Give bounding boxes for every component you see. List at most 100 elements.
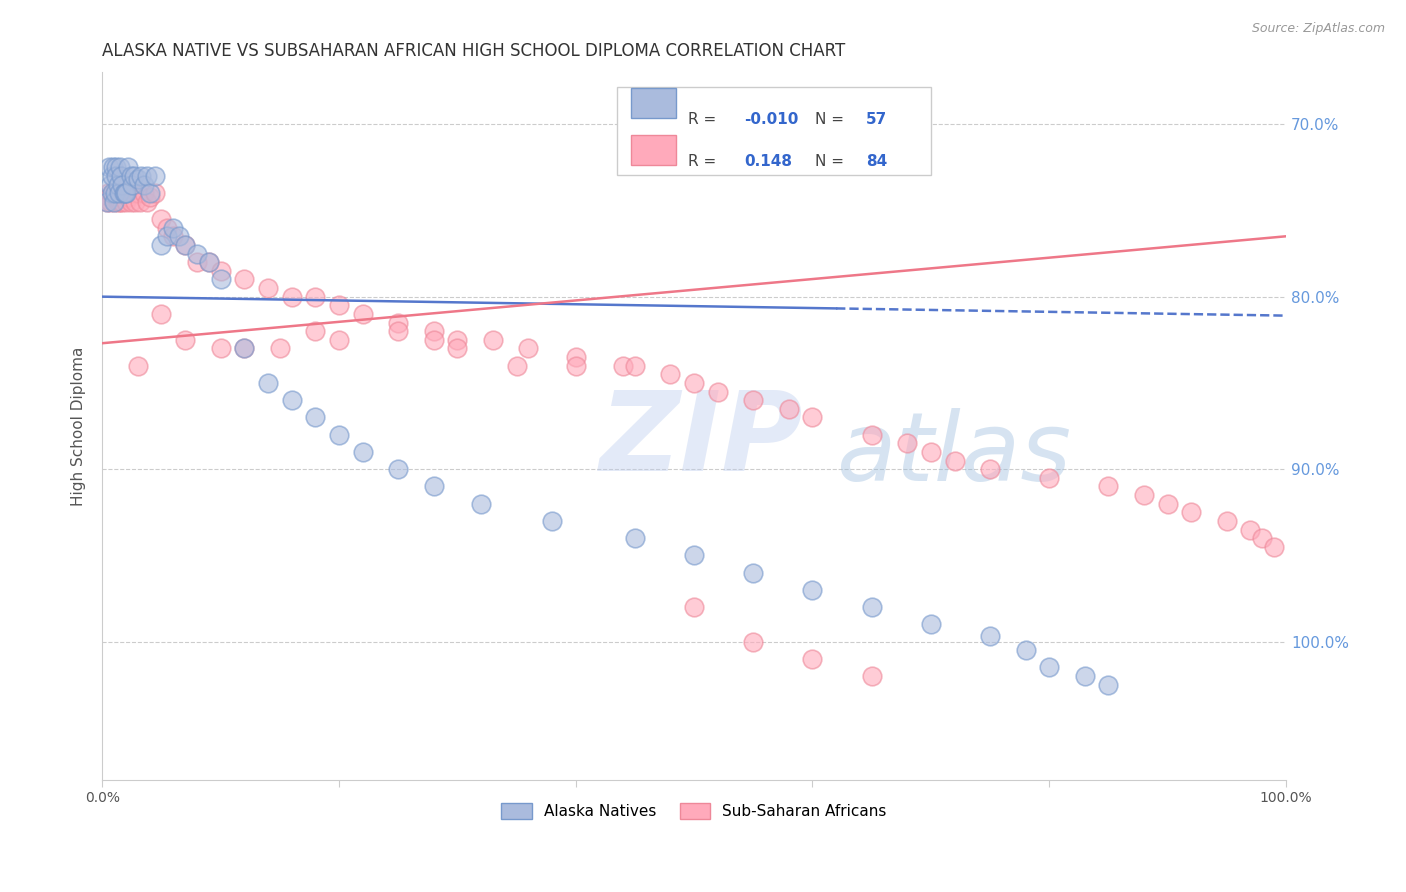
Point bbox=[683, 376, 706, 390]
Point bbox=[103, 194, 125, 209]
Point bbox=[122, 169, 145, 183]
Point bbox=[328, 298, 350, 312]
Point bbox=[683, 549, 706, 563]
Point bbox=[129, 169, 152, 183]
Point bbox=[564, 350, 586, 364]
Text: R =: R = bbox=[688, 154, 721, 169]
Point bbox=[110, 189, 132, 203]
Point bbox=[117, 161, 139, 175]
Point bbox=[107, 186, 129, 201]
Point bbox=[174, 238, 197, 252]
Point bbox=[112, 186, 135, 201]
Point bbox=[101, 161, 124, 175]
Point bbox=[108, 161, 131, 175]
Point bbox=[233, 272, 256, 286]
Point bbox=[517, 342, 540, 356]
Point bbox=[136, 194, 159, 209]
Point bbox=[127, 359, 149, 373]
Point bbox=[132, 186, 155, 201]
Point bbox=[107, 178, 129, 192]
Point bbox=[112, 186, 135, 201]
Point bbox=[860, 427, 883, 442]
Point bbox=[1038, 660, 1060, 674]
Text: N =: N = bbox=[815, 154, 849, 169]
Point bbox=[446, 342, 468, 356]
Point bbox=[280, 290, 302, 304]
Point bbox=[304, 324, 326, 338]
Point bbox=[138, 186, 160, 201]
Point bbox=[860, 669, 883, 683]
Point bbox=[115, 194, 138, 209]
Point bbox=[209, 264, 232, 278]
Point bbox=[100, 169, 122, 183]
Point bbox=[96, 194, 118, 209]
Point bbox=[304, 290, 326, 304]
Point bbox=[138, 189, 160, 203]
Point bbox=[387, 462, 409, 476]
Point bbox=[387, 324, 409, 338]
Point bbox=[505, 359, 527, 373]
Point bbox=[162, 220, 184, 235]
Point bbox=[1216, 514, 1239, 528]
Point bbox=[186, 255, 208, 269]
Y-axis label: High School Diploma: High School Diploma bbox=[72, 346, 86, 506]
Point bbox=[105, 169, 128, 183]
Point bbox=[920, 617, 942, 632]
Point bbox=[100, 186, 122, 201]
Point bbox=[111, 194, 134, 209]
Point bbox=[482, 333, 505, 347]
Point bbox=[136, 169, 159, 183]
Point bbox=[150, 238, 173, 252]
Point bbox=[145, 186, 167, 201]
Point bbox=[1180, 505, 1202, 519]
Point bbox=[124, 194, 146, 209]
Point bbox=[801, 582, 824, 597]
Point bbox=[422, 324, 444, 338]
Point bbox=[352, 307, 374, 321]
Point bbox=[920, 445, 942, 459]
Text: R =: R = bbox=[688, 112, 721, 128]
Point bbox=[269, 342, 291, 356]
Point bbox=[105, 189, 128, 203]
Point bbox=[104, 186, 127, 201]
Point bbox=[186, 246, 208, 260]
Point bbox=[114, 186, 136, 201]
Point bbox=[1097, 678, 1119, 692]
Text: ZIP: ZIP bbox=[599, 386, 803, 493]
FancyBboxPatch shape bbox=[631, 136, 676, 165]
Point bbox=[624, 359, 647, 373]
Point bbox=[115, 186, 138, 201]
Point bbox=[120, 194, 142, 209]
FancyBboxPatch shape bbox=[631, 88, 676, 118]
Point bbox=[167, 229, 190, 244]
Point bbox=[1073, 669, 1095, 683]
Point bbox=[1133, 488, 1156, 502]
Point bbox=[122, 186, 145, 201]
Point bbox=[979, 630, 1001, 644]
Point bbox=[328, 333, 350, 347]
Point bbox=[127, 186, 149, 201]
Point bbox=[1038, 471, 1060, 485]
Point bbox=[422, 479, 444, 493]
Text: 0.148: 0.148 bbox=[744, 154, 792, 169]
Point bbox=[174, 333, 197, 347]
Point bbox=[97, 186, 120, 201]
Point bbox=[257, 376, 280, 390]
Point bbox=[104, 186, 127, 201]
Point bbox=[197, 255, 219, 269]
Point bbox=[127, 172, 149, 186]
Point bbox=[174, 238, 197, 252]
Point bbox=[943, 453, 966, 467]
Point bbox=[156, 229, 179, 244]
Point bbox=[1156, 497, 1178, 511]
Point bbox=[100, 186, 122, 201]
Point bbox=[121, 178, 143, 192]
Point bbox=[132, 178, 155, 192]
Point bbox=[1263, 540, 1285, 554]
Point bbox=[100, 178, 122, 192]
Point bbox=[564, 359, 586, 373]
Point bbox=[1014, 643, 1036, 657]
Point bbox=[162, 229, 184, 244]
Point bbox=[624, 531, 647, 545]
Point bbox=[110, 169, 132, 183]
